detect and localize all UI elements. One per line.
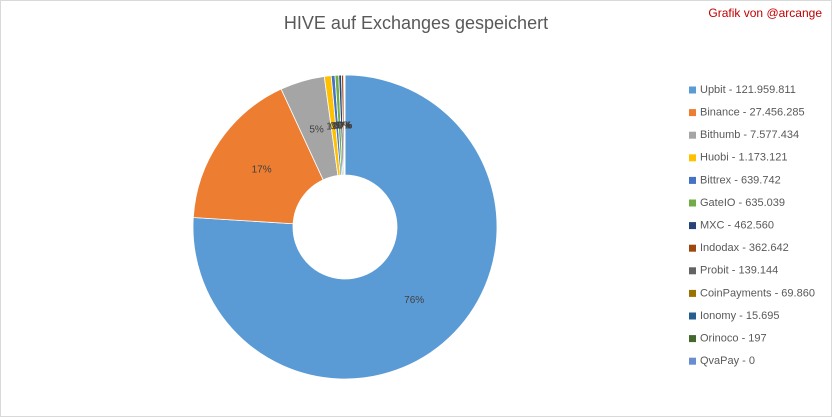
legend-label: Binance - 27.456.285 — [700, 107, 805, 119]
legend-label: Bittrex - 639.742 — [700, 174, 781, 186]
legend-swatch — [689, 244, 696, 252]
legend-swatch — [689, 222, 696, 230]
data-label: 0% — [335, 121, 350, 132]
legend-swatch — [689, 176, 696, 184]
legend-label: Huobi - 1.173.121 — [700, 152, 787, 164]
legend-swatch — [689, 335, 696, 343]
legend-swatch — [689, 289, 696, 297]
data-label: 0% — [330, 121, 345, 132]
data-label: 0% — [338, 121, 353, 132]
slice — [192, 88, 324, 225]
data-label: 0% — [336, 121, 351, 132]
data-label: 0% — [332, 121, 347, 132]
data-label: 76% — [404, 295, 424, 306]
legend-swatch — [689, 154, 696, 162]
legend-swatch — [689, 199, 696, 207]
legend-label: Bithumb - 7.577.434 — [700, 129, 799, 141]
legend-swatch — [689, 109, 696, 117]
data-label: 17% — [252, 165, 272, 176]
credit: Grafik von @arcange — [708, 6, 822, 20]
legend-label: Indodax - 362.642 — [700, 242, 789, 254]
legend-label: Orinoco - 197 — [700, 333, 767, 345]
legend-label: GateIO - 635.039 — [700, 197, 785, 209]
legend-label: CoinPayments - 69.860 — [700, 287, 815, 299]
legend-label: Probit - 139.144 — [700, 265, 778, 277]
legend-swatch — [689, 357, 696, 365]
legend-swatch — [689, 86, 696, 94]
legend-swatch — [689, 312, 696, 320]
legend-label: Upbit - 121.959.811 — [700, 84, 796, 96]
legend-swatch — [689, 267, 696, 275]
legend-swatch — [689, 131, 696, 139]
legend-label: Ionomy - 15.695 — [700, 310, 780, 322]
data-label: 1% — [326, 121, 341, 132]
legend-label: QvaPay - 0 — [700, 355, 755, 367]
data-label: 5% — [309, 125, 324, 136]
slice — [192, 74, 498, 380]
legend-label: MXC - 462.560 — [700, 220, 774, 232]
chart-title: HIVE auf Exchanges gespeichert — [284, 13, 548, 33]
